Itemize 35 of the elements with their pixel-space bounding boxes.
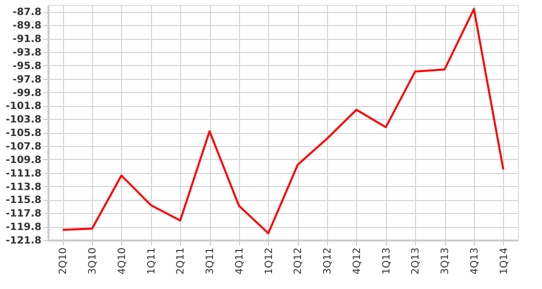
y-tick-label: -117.8 (6, 208, 42, 220)
y-tick-label: -99.8 (12, 88, 42, 99)
x-tick-label: 2Q12 (293, 248, 304, 274)
x-tick-label: 3Q11 (205, 248, 216, 274)
x-tick-label: 4Q12 (352, 248, 363, 274)
x-tick-label: 3Q10 (88, 248, 99, 274)
y-tick-label: -109.8 (6, 154, 42, 166)
y-tick-label: -107.8 (6, 142, 42, 152)
y-tick-label: -119.8 (6, 222, 42, 234)
x-tick-label: 2Q10 (58, 248, 70, 274)
y-tick-label: -121.8 (6, 236, 42, 246)
y-tick-label: -103.8 (6, 114, 42, 126)
y-tick-label: -101.8 (6, 101, 42, 112)
y-tick-label: -105.8 (6, 128, 42, 140)
line-series (62, 8, 504, 234)
y-tick-label: -115.8 (6, 195, 42, 206)
y-tick-label: -93.8 (12, 48, 42, 58)
x-tick-label: 1Q14 (498, 248, 510, 274)
x-tick-label: 1Q11 (146, 248, 158, 274)
y-tick-label: -113.8 (6, 182, 42, 193)
x-tick-label: 1Q12 (264, 248, 275, 274)
y-tick-label: -91.8 (12, 34, 42, 46)
x-tick-label: 2Q13 (410, 248, 422, 274)
x-tick-label: 3Q13 (440, 248, 452, 274)
y-tick-label: -89.8 (12, 20, 42, 32)
y-tick-label: -111.8 (6, 168, 42, 180)
x-tick-label: 4Q11 (234, 248, 246, 274)
x-tick-label: 4Q10 (116, 248, 128, 274)
y-tick-label: -95.8 (12, 60, 42, 72)
x-tick-label: 3Q12 (322, 248, 334, 274)
x-tick-label: 4Q13 (469, 248, 480, 274)
y-tick-label: -97.8 (12, 74, 42, 86)
y-tick-label: -87.8 (12, 7, 42, 18)
x-tick-label: 1Q13 (381, 248, 392, 274)
x-tick-label: 2Q11 (176, 248, 187, 274)
